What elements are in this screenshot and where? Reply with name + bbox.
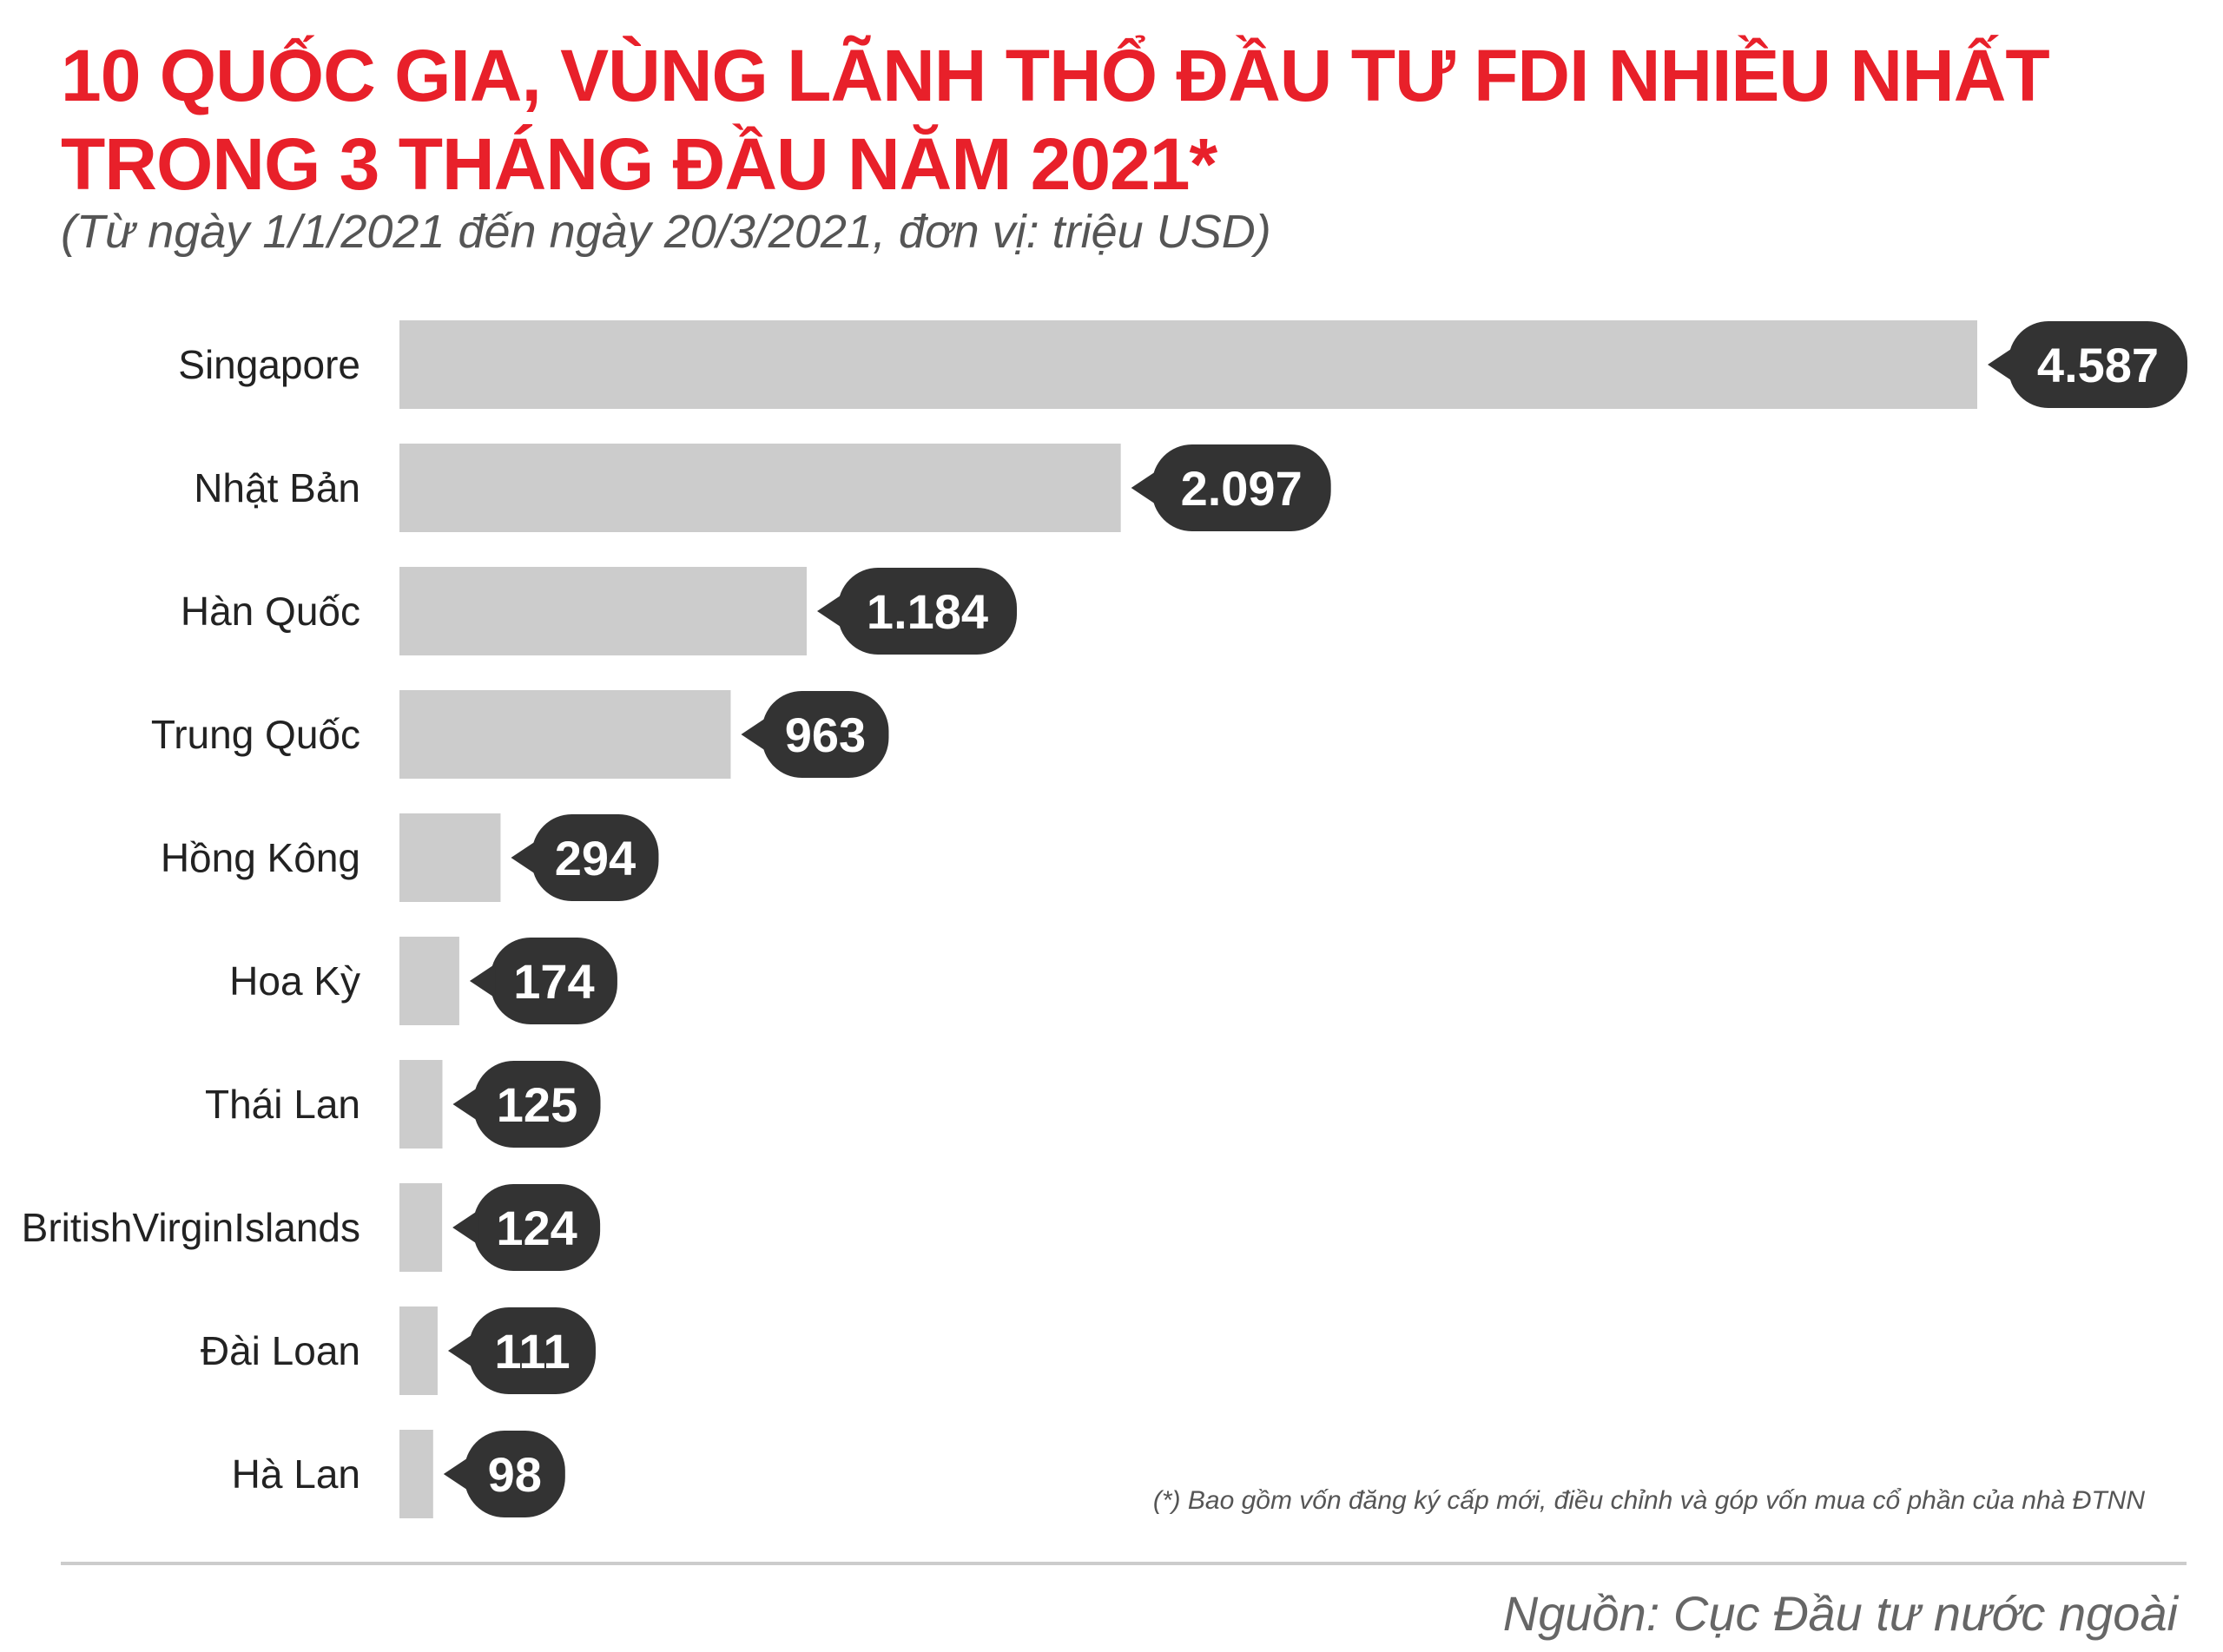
value-badge-pointer — [817, 594, 844, 629]
value-label: 111 — [494, 1324, 570, 1379]
value-badge: 125 — [452, 1061, 601, 1148]
source-note: Nguồn: Cục Đầu tư nước ngoài — [1502, 1586, 2178, 1641]
value-badge: 174 — [469, 938, 617, 1024]
category-label: Hà Lan — [232, 1451, 360, 1497]
value-badge: 111 — [447, 1307, 596, 1394]
value-badge-bg — [473, 1061, 601, 1148]
bar — [399, 1306, 438, 1395]
value-badge-pointer — [469, 964, 496, 998]
value-badge-pointer — [452, 1210, 479, 1245]
value-badge: 2.097 — [1131, 444, 1331, 531]
category-label: Trung Quốc — [151, 712, 360, 757]
value-badge: 1.184 — [817, 568, 1018, 655]
value-badge-bg — [531, 814, 659, 901]
category-label: Nhật Bản — [194, 465, 360, 510]
value-badge: 124 — [452, 1184, 601, 1271]
chart-title-line-2: TRONG 3 THÁNG ĐẦU NĂM 2021* — [61, 123, 1217, 205]
value-badge-pointer — [443, 1457, 470, 1491]
bar — [399, 320, 1977, 409]
value-label: 125 — [497, 1077, 577, 1132]
value-badge-bg — [838, 568, 1018, 655]
value-badge-bg — [490, 938, 617, 1024]
category-label: Singapore — [178, 342, 360, 387]
value-badge: 98 — [443, 1431, 565, 1517]
value-badge: 294 — [511, 814, 659, 901]
bar — [399, 1430, 433, 1518]
category-label: Hồng Kông — [161, 835, 360, 880]
value-label: 963 — [785, 708, 866, 762]
chart-subtitle: (Từ ngày 1/1/2021 đến ngày 20/3/2021, đơ… — [61, 206, 1271, 258]
value-label: 98 — [488, 1447, 542, 1502]
bar — [399, 690, 731, 779]
value-badge-bg — [464, 1431, 565, 1517]
bar — [399, 1060, 443, 1149]
footnote: (*) Bao gồm vốn đăng ký cấp mới, điều ch… — [1152, 1486, 2145, 1515]
category-label: Hàn Quốc — [181, 589, 360, 634]
bar — [399, 937, 459, 1025]
value-label: 174 — [513, 954, 594, 1009]
divider — [61, 1562, 2187, 1565]
value-badge-pointer — [1988, 347, 2014, 382]
bar — [399, 444, 1121, 532]
value-badge-bg — [473, 1184, 601, 1271]
value-label: 124 — [496, 1201, 577, 1255]
value-label: 294 — [555, 831, 636, 885]
category-label: Hoa Kỳ — [229, 958, 360, 1004]
bar — [399, 1183, 443, 1272]
value-badge-pointer — [452, 1087, 479, 1122]
value-badge-pointer — [447, 1333, 474, 1368]
value-label: 2.097 — [1181, 461, 1303, 516]
bar-chart: Singapore 4.587 Nhật Bản 2.097 Hàn Quốc 1.184… — [22, 320, 2187, 1518]
value-label: 1.184 — [867, 584, 988, 639]
chart-title-line-1: 10 QUỐC GIA, VÙNG LÃNH THỔ ĐẦU TƯ FDI NH… — [61, 35, 2050, 116]
value-badge: 963 — [741, 691, 889, 778]
value-badge: 4.587 — [1988, 321, 2187, 408]
value-badge-bg — [762, 691, 889, 778]
value-badge-bg — [2009, 321, 2187, 408]
value-badge-bg — [468, 1307, 596, 1394]
value-badge-pointer — [1131, 471, 1158, 505]
value-badge-pointer — [741, 717, 768, 752]
bar — [399, 813, 501, 902]
category-label: BritishVirginIslands — [22, 1205, 360, 1250]
category-label: Đài Loan — [201, 1328, 360, 1373]
chart-title: 10 QUỐC GIA, VÙNG LÃNH THỔ ĐẦU TƯ FDI NH… — [61, 31, 2180, 208]
value-badge-bg — [1151, 444, 1331, 531]
bar — [399, 567, 808, 655]
category-label: Thái Lan — [205, 1082, 360, 1127]
value-label: 4.587 — [2037, 338, 2159, 392]
value-badge-pointer — [511, 840, 538, 875]
